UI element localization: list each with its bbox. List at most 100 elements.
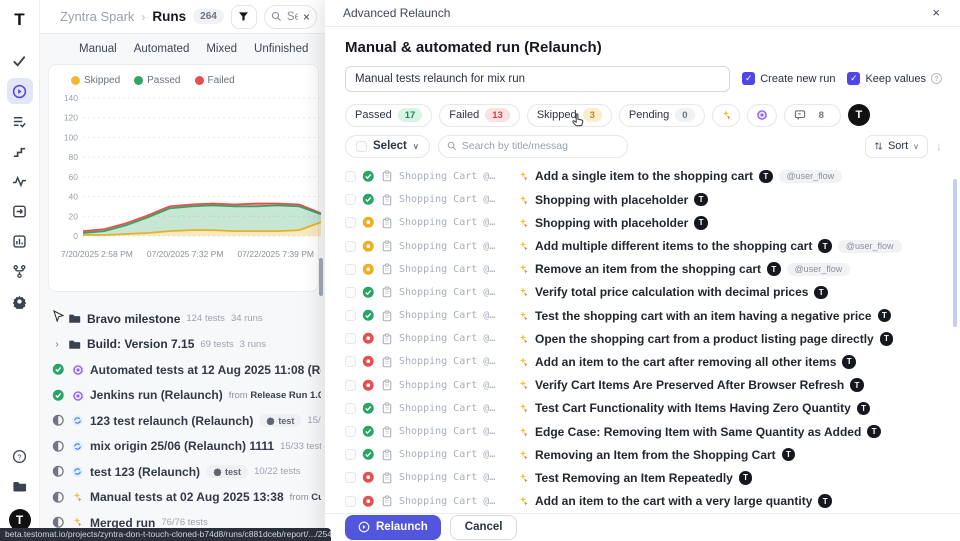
row-checkbox[interactable] [345, 333, 356, 345]
runs-search-input[interactable]: Search [C × [263, 4, 317, 29]
row-checkbox[interactable] [345, 402, 356, 414]
left-scrollbar-thumb[interactable] [319, 258, 323, 296]
row-checkbox[interactable] [345, 310, 356, 322]
reports-icon[interactable] [7, 228, 33, 254]
chip-count-badge: 3 [582, 108, 602, 123]
relaunch-button[interactable]: Relaunch [345, 514, 441, 540]
status-skipped-icon [362, 240, 375, 253]
sort-button[interactable]: Sort ∨ [864, 134, 928, 158]
tree-row[interactable]: Jenkins run (Relaunch) from Release Run 1… [52, 383, 321, 409]
x-tick-label: 07/20/2025 7:32 PM [146, 249, 224, 259]
tree-row[interactable]: Manual tests at 02 Aug 2025 13:38 from Cu… [52, 485, 321, 511]
suites-list-icon[interactable] [7, 108, 33, 134]
breadcrumb-project[interactable]: Zyntra Spark [60, 9, 135, 24]
user-avatar[interactable]: T [8, 509, 31, 531]
test-row[interactable]: Shopping Cart @… Add a single item to the… [345, 165, 942, 188]
app-logo[interactable]: T [14, 10, 25, 29]
test-row[interactable]: Shopping Cart @… Edge Case: Removing Item… [345, 420, 942, 443]
test-row[interactable]: Shopping Cart @… Test Removing an Item Re… [345, 466, 942, 489]
help-icon[interactable]: ? [7, 443, 33, 469]
tree-row[interactable]: mix origin 25/06 (Relaunch) 1111 15/33 te… [52, 434, 321, 460]
search-clear-icon[interactable]: × [302, 9, 310, 24]
row-checkbox[interactable] [345, 170, 356, 182]
test-row[interactable]: Shopping Cart @… Shopping with placeholde… [345, 211, 942, 234]
tree-row[interactable]: test 123 (Relaunch) test 10/22 tests [52, 459, 321, 485]
test-row[interactable]: Shopping Cart @… Add an item to the cart … [345, 489, 942, 512]
row-checkbox[interactable] [345, 379, 356, 391]
suite-path: Shopping Cart @… [399, 449, 496, 461]
test-row[interactable]: Shopping Cart @… Add multiple different i… [345, 234, 942, 257]
filter-automated-chip[interactable] [746, 103, 777, 127]
row-checkbox[interactable] [345, 194, 356, 206]
test-row[interactable]: Shopping Cart @… Verify total price calcu… [345, 281, 942, 304]
row-checkbox[interactable] [345, 356, 356, 368]
tree-row[interactable]: Merged run 76/76 tests [52, 510, 321, 536]
keep-values-checkbox[interactable]: ✓ [847, 72, 861, 86]
tree-row[interactable]: › Build: Version 7.15 69 tests 3 runs [52, 332, 321, 358]
test-row[interactable]: Shopping Cart @… Test the shopping cart w… [345, 304, 942, 327]
filter-chip-pending[interactable]: Pending 0 [618, 103, 705, 127]
filter-chip-failed[interactable]: Failed 13 [439, 103, 520, 127]
tab-mixed[interactable]: Mixed [206, 43, 238, 55]
modal-scrollbar-thumb[interactable] [953, 178, 957, 327]
test-row[interactable]: Shopping Cart @… Remove an item from the … [345, 258, 942, 281]
select-checkbox[interactable] [356, 140, 367, 152]
row-checkbox[interactable] [345, 426, 356, 438]
steps-icon[interactable] [7, 138, 33, 164]
tree-row[interactable]: Automated tests at 12 Aug 2025 11:08 (Re… [52, 357, 321, 383]
chevron-right-icon[interactable]: › [55, 338, 59, 350]
select-dropdown[interactable]: Select ∨ [345, 134, 430, 158]
filter-chip-passed[interactable]: Passed 17 [345, 103, 433, 127]
close-icon[interactable]: × [932, 5, 940, 21]
help-icon[interactable]: ? [931, 73, 942, 85]
chevron-down-icon: ∨ [412, 141, 419, 151]
download-icon[interactable]: ↓ [936, 139, 942, 154]
tests-search-input[interactable]: Search by title/messag [437, 134, 628, 158]
relaunch-label: Relaunch [376, 521, 428, 534]
test-row[interactable]: Shopping Cart @… Test Cart Functionality … [345, 397, 942, 420]
manual-test-icon [517, 356, 529, 368]
test-row[interactable]: Shopping Cart @… Open the shopping cart f… [345, 327, 942, 350]
comments-filter-chip[interactable]: 8 [783, 103, 841, 127]
search-icon [271, 11, 281, 22]
row-checkbox[interactable] [345, 472, 356, 484]
import-icon[interactable] [7, 198, 33, 224]
tag-pill: @user_flow [778, 169, 843, 183]
run-name: 123 test relaunch (Relaunch) [90, 413, 254, 428]
create-new-run-checkbox[interactable]: ✓ [742, 72, 756, 86]
svg-text:140: 140 [64, 93, 78, 103]
row-checkbox[interactable] [345, 495, 356, 507]
test-title: Shopping with placeholder [535, 192, 689, 207]
branches-icon[interactable] [7, 258, 33, 284]
test-row[interactable]: Shopping Cart @… Removing an Item from th… [345, 443, 942, 466]
row-checkbox[interactable] [345, 240, 356, 252]
row-checkbox[interactable] [345, 449, 356, 461]
settings-gear-icon[interactable] [7, 288, 33, 314]
tab-unfinished[interactable]: Unfinished [254, 43, 309, 55]
pulse-analytics-icon[interactable] [7, 168, 33, 194]
assignee-filter-avatar[interactable]: T [847, 104, 870, 127]
test-row[interactable]: Shopping Cart @… Shopping with placeholde… [345, 188, 942, 211]
projects-folder-icon[interactable] [7, 473, 33, 499]
tab-automated[interactable]: Automated [133, 43, 190, 55]
test-title: Edge Case: Removing Item with Same Quant… [535, 424, 862, 439]
tree-row[interactable]: 123 test relaunch (Relaunch) test 15/23 te… [52, 408, 321, 434]
runs-play-icon[interactable] [6, 78, 33, 104]
cancel-button[interactable]: Cancel [449, 514, 518, 540]
tab-manual[interactable]: Manual [79, 43, 117, 55]
filter-funnel-button[interactable] [230, 4, 257, 29]
filter-manual-chip[interactable] [711, 103, 740, 127]
test-row[interactable]: Shopping Cart @… Add an item to the cart … [345, 350, 942, 373]
assignee-avatar: T [818, 494, 832, 508]
svg-text:?: ? [17, 452, 21, 461]
row-checkbox[interactable] [345, 263, 356, 275]
tests-check-icon[interactable] [7, 48, 33, 74]
row-checkbox[interactable] [345, 286, 356, 298]
run-name-input[interactable] [345, 65, 731, 92]
row-checkbox[interactable] [345, 217, 356, 229]
filter-chip-skipped[interactable]: Skipped 3 [526, 103, 612, 127]
assignee-avatar: T [850, 378, 864, 392]
test-row[interactable]: Shopping Cart @… Verify Cart Items Are Pr… [345, 374, 942, 397]
manual-test-icon [517, 495, 529, 507]
